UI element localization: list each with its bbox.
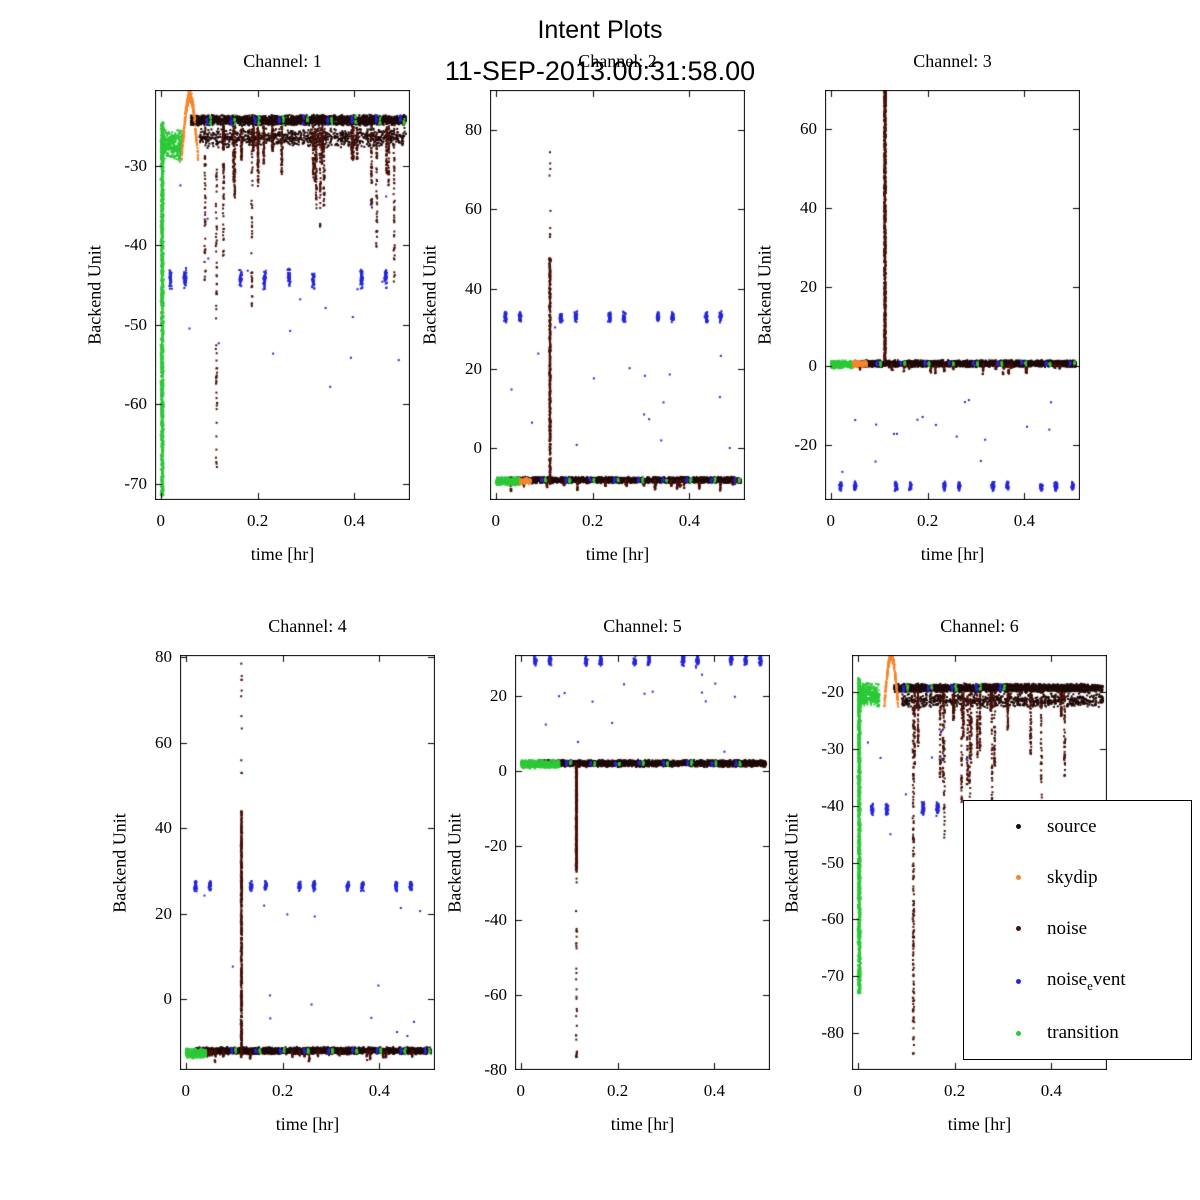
plot-canvas-channel-2	[490, 90, 745, 500]
y-tick-label: -20	[484, 835, 507, 855]
y-tick-label: 80	[155, 647, 172, 667]
figure-subtitle: 11-SEP-2013.00:31:58.00	[444, 56, 756, 86]
y-axis-label: Backend Unit	[444, 812, 465, 913]
legend-item-noise_event: noiseevent	[964, 969, 1191, 994]
x-axis-label: time [hr]	[250, 544, 315, 564]
y-tick-label: -40	[821, 795, 844, 815]
y-tick-label: 0	[473, 438, 483, 458]
y-tick-label: 20	[155, 903, 172, 923]
x-tick-label: 0.4	[1013, 511, 1035, 530]
x-tick-label: 0.4	[1040, 1081, 1062, 1100]
y-tick-label: -20	[821, 681, 844, 701]
y-tick-label: 20	[465, 358, 482, 378]
y-tick-label: 80	[465, 119, 482, 139]
y-tick-label: 40	[155, 818, 172, 838]
x-tick-label: 0	[826, 511, 836, 530]
subplot-title: Channel: 1	[243, 51, 322, 71]
y-tick-label: -40	[124, 235, 147, 255]
x-axis-label: time [hr]	[920, 544, 985, 564]
y-tick-label: -70	[821, 966, 844, 986]
legend-item-skydip: skydip	[964, 867, 1191, 889]
x-tick-label: 0.2	[246, 511, 269, 530]
subplot-title: Channel: 4	[268, 616, 347, 636]
y-tick-label: 60	[155, 732, 172, 752]
x-axis-label: time [hr]	[947, 1114, 1012, 1134]
x-axis-label: time [hr]	[585, 544, 650, 564]
x-tick-label: 0.4	[368, 1081, 390, 1100]
x-tick-label: 0	[491, 511, 501, 530]
y-tick-label: 60	[465, 199, 482, 219]
y-tick-label: 0	[808, 355, 818, 375]
x-tick-label: 0	[516, 1081, 526, 1100]
subplot-title: Channel: 2	[578, 51, 657, 71]
legend-label: transition	[1047, 1022, 1119, 1044]
x-tick-label: 0.2	[271, 1081, 294, 1100]
legend-label: source	[1047, 815, 1097, 837]
x-tick-label: 0.4	[343, 511, 365, 530]
legend-label: noiseevent	[1047, 969, 1126, 994]
y-tick-label: -60	[484, 985, 507, 1005]
x-axis-label: time [hr]	[610, 1114, 675, 1134]
plot-canvas-channel-3	[825, 90, 1080, 500]
y-tick-label: 0	[498, 760, 508, 780]
y-tick-label: 40	[800, 198, 817, 218]
y-tick-label: -20	[794, 434, 817, 454]
x-tick-label: 0.4	[678, 511, 700, 530]
y-tick-label: -30	[821, 738, 844, 758]
y-tick-label: 40	[465, 279, 482, 299]
noise-marker-icon	[1016, 926, 1021, 932]
subplot-title: Channel: 5	[603, 616, 682, 636]
y-tick-label: 20	[800, 277, 817, 297]
y-tick-label: -40	[484, 910, 507, 930]
subplot-title: Channel: 6	[940, 616, 1019, 636]
figure-title: Intent Plots	[537, 16, 663, 44]
y-tick-label: 20	[490, 686, 507, 706]
skydip-marker-icon	[1016, 875, 1021, 881]
x-tick-label: 0.2	[606, 1081, 629, 1100]
source-marker-icon	[1016, 824, 1021, 830]
legend-item-source: source	[964, 816, 1191, 838]
y-tick-label: -80	[484, 1060, 507, 1079]
noise_event-marker-icon	[1016, 978, 1021, 984]
y-tick-label: -60	[124, 394, 147, 414]
x-tick-label: 0	[156, 511, 166, 530]
y-tick-label: -70	[124, 474, 147, 494]
x-tick-label: 0.2	[943, 1081, 966, 1100]
y-tick-label: 0	[163, 989, 173, 1009]
x-axis-label: time [hr]	[275, 1114, 340, 1134]
legend-item-noise: noise	[964, 918, 1191, 940]
x-tick-label: 0.2	[581, 511, 604, 530]
legend-label-post: vent	[1092, 968, 1126, 990]
y-tick-label: -60	[821, 909, 844, 929]
legend-label: noise	[1047, 917, 1088, 939]
plot-canvas-channel-1	[155, 90, 410, 500]
plot-canvas-channel-4	[180, 655, 435, 1070]
transition-marker-icon	[1016, 1030, 1021, 1036]
plot-canvas-channel-5	[515, 655, 770, 1070]
y-tick-label: -50	[821, 852, 844, 872]
legend-label: skydip	[1047, 866, 1098, 888]
y-tick-label: -30	[124, 155, 147, 175]
x-tick-label: 0.4	[703, 1081, 725, 1100]
x-tick-label: 0.2	[916, 511, 939, 530]
legend-label-pre: noise	[1047, 968, 1088, 990]
legend: source skydip noise noiseevent transition	[963, 800, 1192, 1060]
y-tick-label: -80	[821, 1023, 844, 1043]
x-tick-label: 0	[853, 1081, 863, 1100]
subplot-title: Channel: 3	[913, 51, 992, 71]
legend-item-transition: transition	[964, 1022, 1191, 1044]
legend-label-sub: e	[1087, 977, 1093, 993]
y-tick-label: 60	[800, 119, 817, 139]
y-tick-label: -50	[124, 314, 147, 334]
x-tick-label: 0	[181, 1081, 191, 1100]
